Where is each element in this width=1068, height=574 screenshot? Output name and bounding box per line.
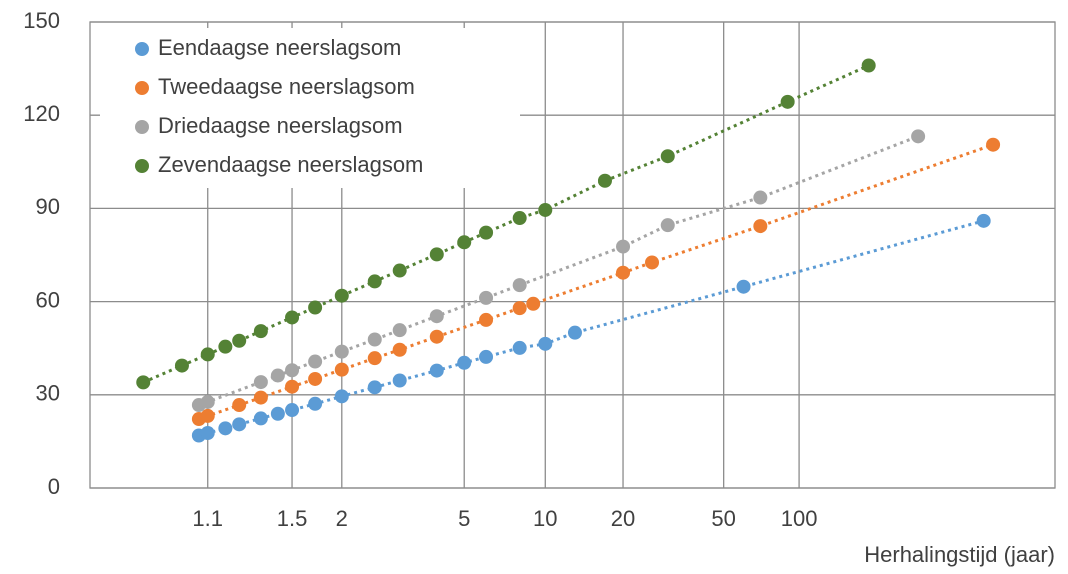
point	[479, 349, 494, 364]
point	[736, 279, 751, 294]
point	[253, 324, 268, 339]
legend-box	[100, 28, 520, 188]
point	[232, 398, 247, 413]
point	[285, 310, 300, 325]
point	[753, 190, 768, 205]
point	[976, 213, 991, 228]
x-tick-label: 5	[458, 506, 470, 531]
point	[512, 278, 527, 293]
point	[429, 247, 444, 262]
point	[512, 211, 527, 226]
point	[567, 325, 582, 340]
point	[660, 218, 675, 233]
legend-label: Tweedaagse neerslagsom	[158, 74, 415, 99]
point	[660, 149, 675, 164]
point	[429, 363, 444, 378]
point	[392, 373, 407, 388]
point	[986, 137, 1001, 152]
point	[753, 219, 768, 234]
point	[218, 421, 233, 436]
y-tick-label: 0	[48, 474, 60, 499]
point	[136, 375, 151, 390]
point	[253, 375, 268, 390]
point	[308, 354, 323, 369]
point	[392, 342, 407, 357]
point	[512, 340, 527, 355]
point	[218, 339, 233, 354]
point	[479, 290, 494, 305]
point	[367, 380, 382, 395]
point	[253, 390, 268, 405]
x-tick-label: 50	[711, 506, 735, 531]
point	[429, 309, 444, 324]
point	[367, 332, 382, 347]
point	[457, 235, 472, 250]
point	[911, 129, 926, 144]
legend-marker	[135, 42, 149, 56]
x-tick-label: 20	[611, 506, 635, 531]
point	[308, 300, 323, 315]
legend-marker	[135, 120, 149, 134]
legend-label: Zevendaagse neerslagsom	[158, 152, 423, 177]
point	[200, 426, 215, 441]
legend: Eendaagse neerslagsom Tweedaagse neerslag…	[100, 28, 520, 188]
point	[367, 274, 382, 289]
point	[616, 239, 631, 254]
x-tick-label: 100	[781, 506, 818, 531]
point	[334, 389, 349, 404]
point	[334, 362, 349, 377]
point	[392, 263, 407, 278]
y-tick-label: 150	[23, 8, 60, 33]
legend-marker	[135, 81, 149, 95]
point	[232, 333, 247, 348]
point	[526, 296, 541, 311]
x-tick-label: 1.5	[277, 506, 308, 531]
point	[334, 344, 349, 359]
x-tick-label: 10	[533, 506, 557, 531]
point	[780, 94, 795, 109]
y-tick-label: 60	[36, 287, 60, 312]
x-axis-title: Herhalingstijd (jaar)	[864, 542, 1055, 567]
point	[285, 379, 300, 394]
point	[334, 288, 349, 303]
point	[285, 363, 300, 378]
point	[429, 329, 444, 344]
point	[270, 368, 285, 383]
y-tick-label: 120	[23, 101, 60, 126]
point	[861, 58, 876, 73]
point	[392, 323, 407, 338]
point	[270, 406, 285, 421]
point	[538, 202, 553, 217]
legend-label: Eendaagse neerslagsom	[158, 35, 401, 60]
point	[645, 255, 660, 270]
point	[457, 355, 472, 370]
trend-line	[198, 134, 919, 407]
point	[512, 301, 527, 316]
point	[253, 411, 268, 426]
point	[308, 371, 323, 386]
point	[616, 265, 631, 280]
point	[479, 312, 494, 327]
plot-frame	[89, 21, 1056, 489]
point	[200, 408, 215, 423]
point	[367, 351, 382, 366]
point	[174, 358, 189, 373]
point	[232, 417, 247, 432]
point	[479, 225, 494, 240]
point	[285, 403, 300, 418]
x-tick-label: 2	[336, 506, 348, 531]
y-tick-label: 90	[36, 194, 60, 219]
point	[538, 336, 553, 351]
point	[308, 396, 323, 411]
x-tick-label: 1.1	[192, 506, 223, 531]
point	[200, 347, 215, 362]
point	[200, 394, 215, 409]
legend-label: Driedaagse neerslagsom	[158, 113, 403, 138]
point	[597, 173, 612, 188]
y-tick-label: 30	[36, 381, 60, 406]
legend-marker	[135, 159, 149, 173]
